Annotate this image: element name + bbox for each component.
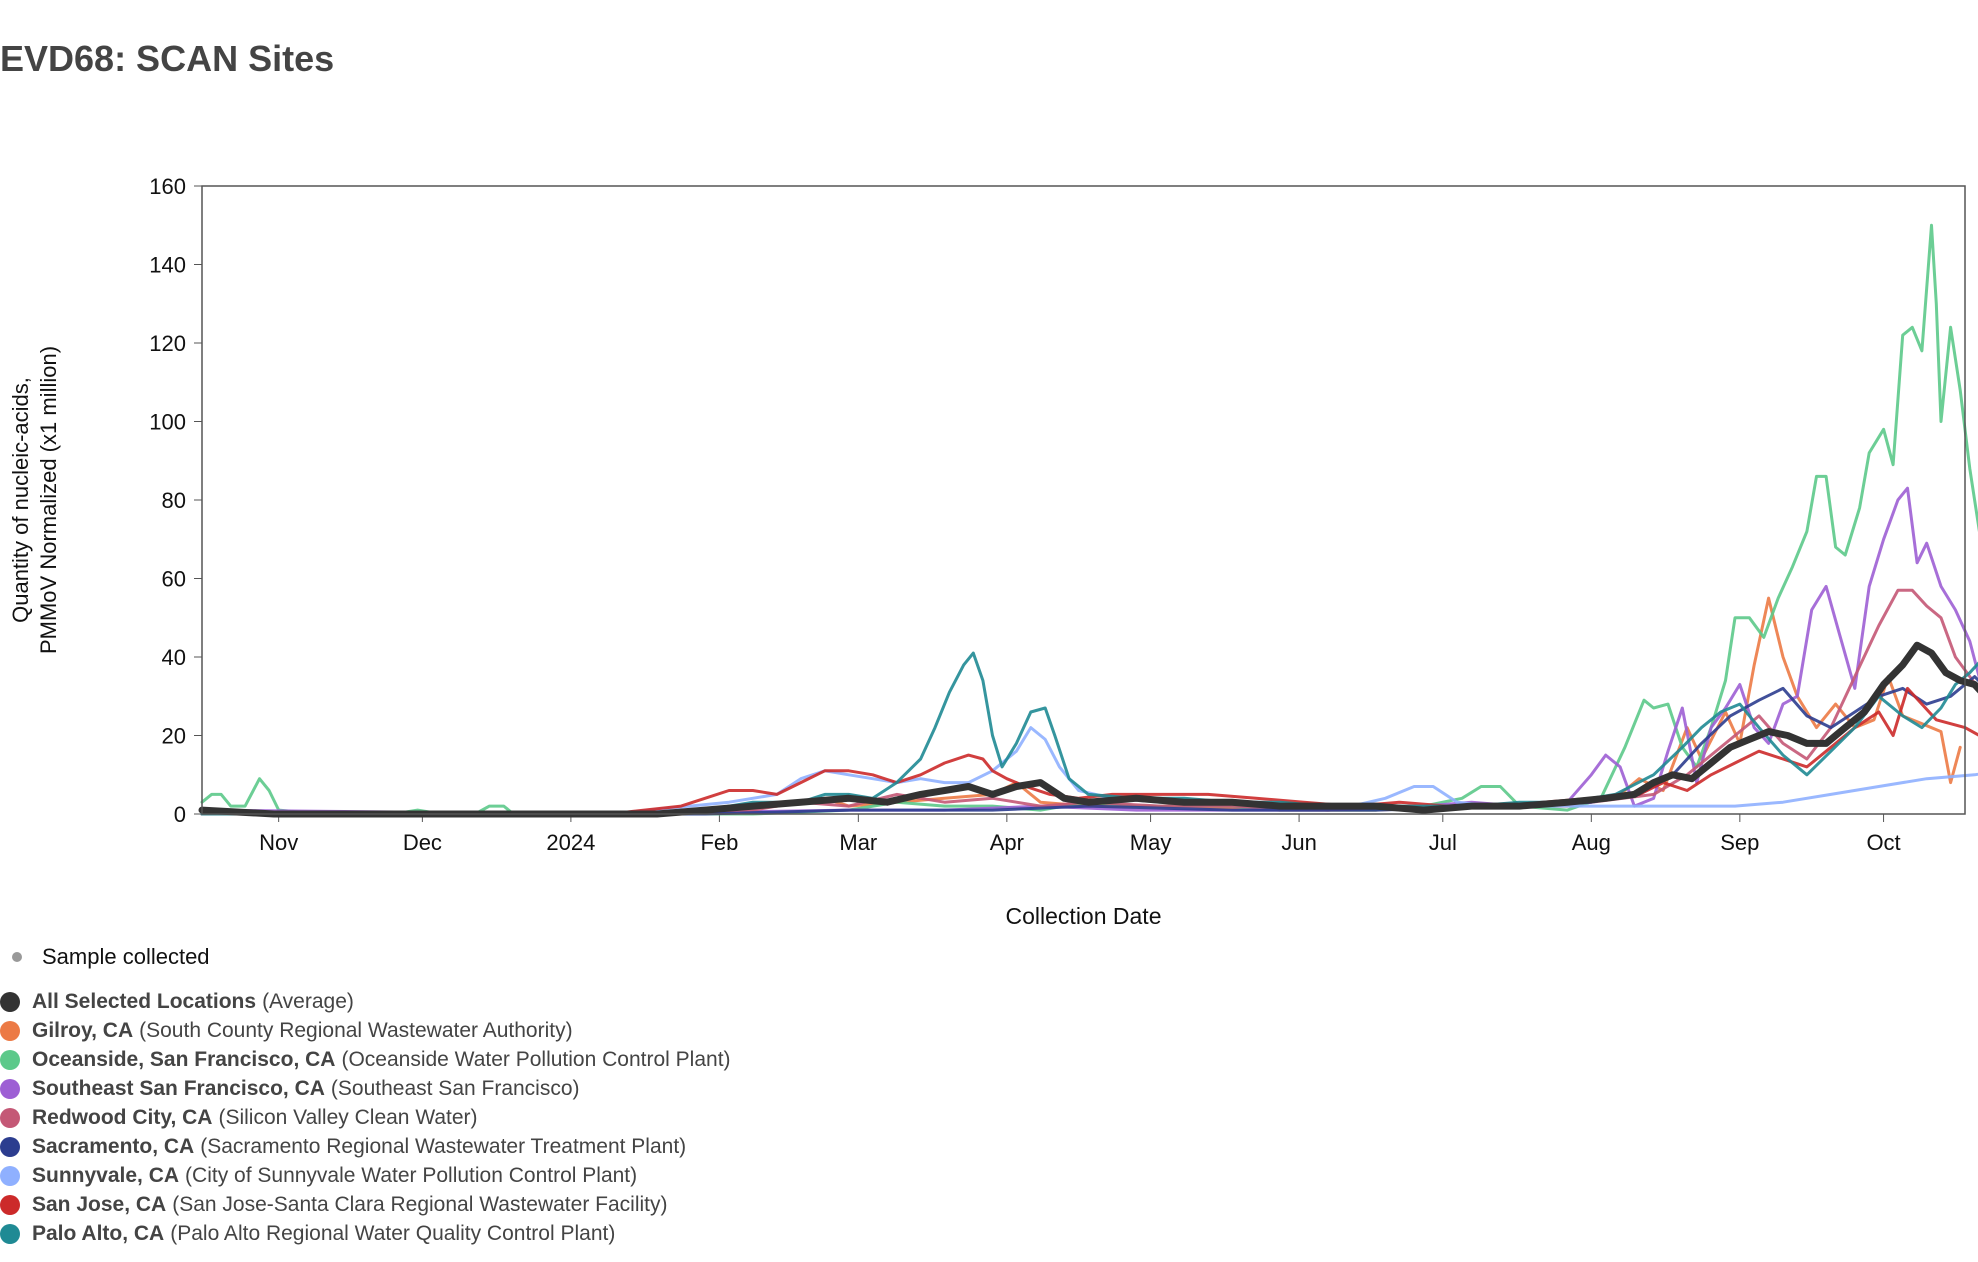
legend-detail: (Average) [262,989,354,1013]
legend-detail: (Oceanside Water Pollution Control Plant… [341,1047,731,1071]
sample-dot-icon [12,952,22,962]
legend-detail: (Sacramento Regional Wastewater Treatmen… [200,1134,687,1158]
legend-item[interactable]: All Selected Locations (Average) [0,987,731,1016]
line-chart[interactable]: 0 20 40 60 80 100 120 140 160 Nov Dec 2024 Feb Mar Apr… [0,0,1978,940]
legend-location: Gilroy, CA [32,1018,134,1042]
legend-swatch-icon [0,1078,20,1099]
legend-location: Southeast San Francisco, CA [32,1076,325,1100]
y-tick-label: 100 [149,410,186,435]
chart-axes: 0 20 40 60 80 100 120 140 160 Nov Dec 2024 Feb Mar Apr… [149,174,1900,855]
legend-swatch-icon [0,1107,20,1128]
sample-collected-legend: Sample collected [10,944,210,970]
series-line-san-jose-ca[interactable] [200,686,1978,816]
x-tick-label: Jul [1429,830,1457,855]
legend-item[interactable]: Sunnyvale, CA (City of Sunnyvale Water Po… [0,1161,731,1190]
legend-location: All Selected Locations [32,989,257,1013]
legend-item[interactable]: San Jose, CA (San Jose-Santa Clara Region… [0,1190,731,1219]
y-tick-label: 20 [162,724,186,749]
chart-series-group [198,223,1978,818]
legend-swatch-icon [0,1136,20,1157]
y-tick-label: 80 [162,488,186,513]
legend-swatch-icon [0,1020,20,1041]
legend-item[interactable]: Palo Alto, CA (Palo Alto Regional Water Q… [0,1219,731,1248]
x-axis-label: Collection Date [1006,903,1162,929]
y-tick-label: 160 [149,174,186,199]
series-legend: All Selected Locations (Average) Gilroy, C… [0,987,731,1248]
legend-location: Sacramento, CA [32,1134,195,1158]
legend-detail: (South County Regional Wastewater Author… [139,1018,573,1042]
legend-swatch-icon [0,1165,20,1186]
series-line-all-selected-locations[interactable] [198,641,1978,818]
legend-swatch-icon [0,1223,20,1244]
y-tick-label: 40 [162,645,186,670]
page-title: EVD68: SCAN Sites [0,38,335,79]
series-line-redwood-city-ca[interactable] [200,588,1978,816]
legend-swatch-icon [0,1194,20,1215]
legend-item[interactable]: Redwood City, CA (Silicon Valley Clean Wa… [0,1103,731,1132]
plot-area-frame [201,185,1966,815]
x-tick-label: Oct [1866,830,1900,855]
legend-item[interactable]: Sacramento, CA (Sacramento Regional Waste… [0,1132,731,1161]
legend-swatch-icon [0,991,20,1012]
legend-detail: (San Jose-Santa Clara Regional Wastewate… [172,1192,668,1216]
legend-item[interactable]: Oceanside, San Francisco, CA (Oceanside W… [0,1045,731,1074]
x-tick-label: Apr [990,830,1024,855]
x-tick-label: Mar [839,830,877,855]
y-tick-label: 60 [162,567,186,592]
legend-detail: (Southeast San Francisco) [330,1076,580,1100]
y-tick-label: 0 [174,802,186,827]
x-tick-label: Dec [403,830,442,855]
legend-detail: (Silicon Valley Clean Water) [218,1105,478,1129]
legend-item[interactable]: Southeast San Francisco, CA (Southeast Sa… [0,1074,731,1103]
y-tick-label: 120 [149,331,186,356]
x-tick-label: May [1130,830,1172,855]
legend-location: Oceanside, San Francisco, CA [32,1047,336,1071]
legend-location: San Jose, CA [32,1192,167,1216]
x-tick-label: Jun [1281,830,1316,855]
legend-location: Palo Alto, CA [32,1221,165,1245]
legend-swatch-icon [0,1049,20,1070]
x-tick-label: Nov [259,830,298,855]
y-axis-label-line-2: PMMoV Normalized (x1 million) [36,346,61,654]
legend-location: Redwood City, CA [32,1105,213,1129]
legend-item[interactable]: Gilroy, CA (South County Regional Wastewa… [0,1016,731,1045]
x-tick-label: Aug [1572,830,1611,855]
y-tick-label: 140 [149,253,186,278]
x-tick-label: Sep [1720,830,1759,855]
x-tick-label: Feb [700,830,738,855]
y-axis-label-line-1: Quantity of nucleic-acids, [8,377,33,623]
x-tick-label: 2024 [546,830,595,855]
legend-location: Sunnyvale, CA [32,1163,180,1187]
legend-detail: (City of Sunnyvale Water Pollution Contr… [185,1163,638,1187]
sample-collected-label: Sample collected [42,944,210,969]
legend-detail: (Palo Alto Regional Water Quality Contro… [170,1221,616,1245]
